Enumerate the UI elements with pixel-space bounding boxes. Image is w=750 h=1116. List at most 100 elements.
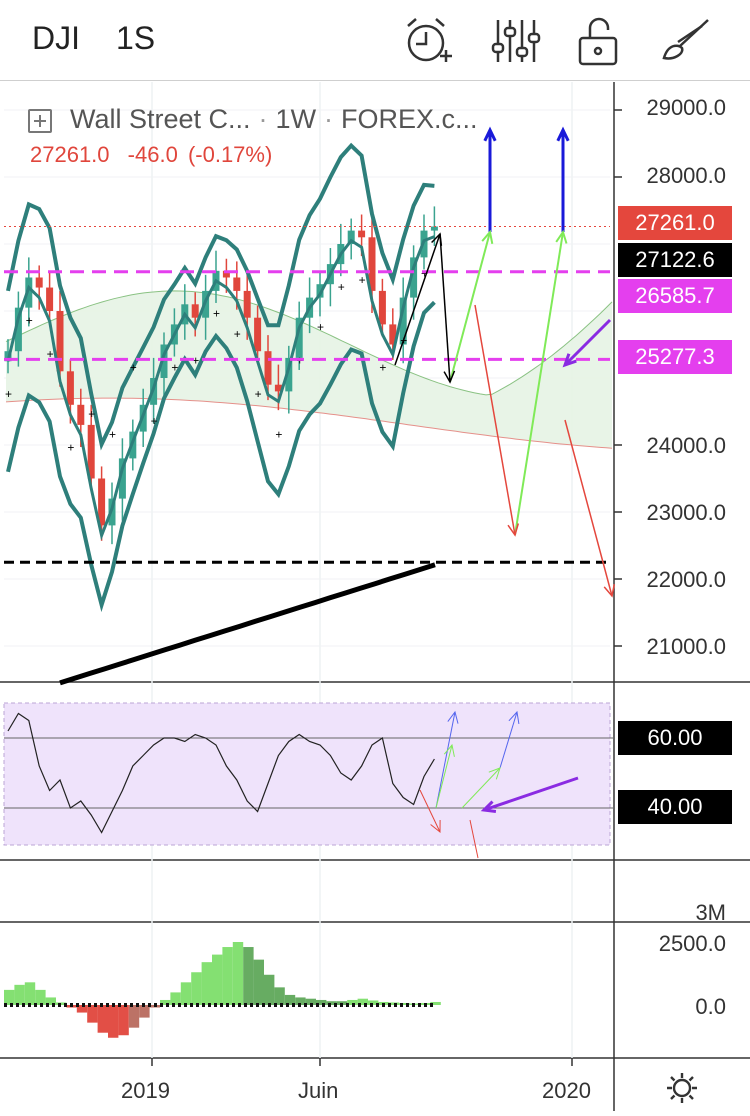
bollinger-lower — [6, 300, 436, 613]
chart-area[interactable]: +++++++++++++++++++++ — [0, 81, 750, 1111]
candle-body — [14, 307, 22, 352]
candle-body — [160, 344, 168, 378]
macd-bar — [45, 997, 56, 1005]
series-legend: Wall Street C... · 1W · FOREX.c... — [28, 104, 478, 135]
indicators-icon[interactable] — [488, 14, 542, 68]
legend-name[interactable]: Wall Street C... — [70, 104, 251, 134]
macd-bar — [368, 1000, 379, 1005]
sar-dot: + — [88, 407, 95, 421]
macd-bar — [399, 1002, 410, 1005]
legend-separator: · — [324, 104, 334, 134]
candle-body — [347, 230, 355, 244]
macd-bar — [128, 1005, 140, 1028]
ichimoku-cloud — [6, 290, 612, 449]
rsi-arrow-blue — [435, 711, 456, 809]
sar-dot: + — [338, 280, 345, 294]
candle-body — [87, 424, 95, 479]
price-label-last: 27261.0 — [618, 206, 732, 240]
legend-timeframe: 1W — [275, 104, 317, 134]
sar-dot: + — [151, 414, 158, 428]
candle-body — [399, 297, 407, 345]
macd-bar — [118, 1005, 129, 1036]
rsi-tick-40: 40.00 — [618, 790, 732, 824]
macd-bar — [243, 947, 254, 1005]
time-tick: 2020 — [542, 1078, 591, 1103]
sar-dot: + — [213, 307, 220, 321]
arrow-green-head — [555, 229, 568, 244]
candle-body — [274, 384, 282, 392]
arrow-black — [439, 233, 451, 383]
candle-body — [233, 277, 241, 291]
arrow-red-head — [603, 584, 616, 598]
rsi-arrow-green — [435, 744, 453, 809]
quote-line: 27261.0 -46.0 (-0.17%) — [30, 142, 272, 168]
rsi-arrow-red-tail — [469, 819, 479, 859]
rsi-arrow-blue — [499, 711, 518, 769]
volume-tick: 3M — [695, 900, 726, 925]
macd-bar — [305, 998, 316, 1005]
macd-bar — [24, 982, 36, 1005]
macd-bar — [97, 1005, 108, 1033]
rsi-tick-60: 60.00 — [618, 721, 732, 755]
arrow-red-head — [507, 523, 520, 537]
macd-bar — [357, 998, 368, 1005]
moving-average — [59, 562, 436, 686]
candle-body — [368, 237, 376, 291]
price-tick: 24000.0 — [646, 433, 726, 458]
arrow-purple-head — [562, 353, 577, 368]
chart-svg[interactable]: +++++++++++++++++++++ — [0, 81, 750, 1111]
macd-bar — [201, 962, 212, 1005]
macd-bar — [212, 954, 223, 1005]
rsi-arrow-red-head — [430, 819, 441, 834]
price-label-level-lower: 25277.3 — [618, 340, 732, 374]
macd-bar — [347, 999, 358, 1005]
macd-bar — [87, 1005, 98, 1023]
arrow-red — [564, 419, 613, 597]
legend-source: FOREX.c... — [341, 104, 478, 134]
price-label-line: 27122.6 — [618, 243, 732, 277]
macd-tick: 0.0 — [695, 994, 726, 1019]
alarm-add-icon[interactable] — [402, 14, 456, 68]
candle-body — [410, 257, 418, 298]
macd-bar — [4, 989, 15, 1005]
arrow-black-head — [431, 232, 443, 246]
macd-bar — [139, 1005, 150, 1018]
price-tick: 22000.0 — [646, 567, 726, 592]
candle-body — [264, 351, 272, 385]
candle-body — [254, 317, 262, 352]
macd-bar — [232, 942, 244, 1005]
rsi-arrow-green-head — [443, 743, 455, 757]
arrow-red — [474, 304, 516, 536]
sar-dot: + — [67, 441, 74, 455]
price-label-level-upper: 26585.7 — [618, 279, 732, 313]
macd-bar — [326, 1001, 337, 1005]
ichimoku-span-b — [5, 397, 613, 449]
rsi-line — [7, 712, 435, 834]
candle-body — [389, 324, 397, 345]
sar-dot: + — [379, 360, 386, 374]
macd-bar — [253, 959, 264, 1005]
candle-body — [191, 304, 199, 318]
brush-icon[interactable] — [656, 14, 710, 68]
unlock-icon[interactable] — [572, 14, 626, 68]
sar-dot: + — [255, 387, 262, 401]
candle-body — [358, 230, 366, 238]
plus-icon[interactable] — [28, 108, 52, 133]
bollinger-upper — [6, 142, 435, 451]
settings-gear-icon[interactable] — [664, 1070, 700, 1106]
candle-body — [243, 290, 251, 318]
macd-tick: 2500.0 — [658, 931, 726, 956]
macd-bar — [191, 972, 202, 1005]
candle-body — [25, 277, 33, 308]
sar-dot: + — [171, 360, 178, 374]
arrow-up-blue-head — [556, 126, 570, 142]
arrow-green — [449, 231, 491, 383]
sar-dot: + — [421, 267, 428, 281]
symbol-button[interactable]: DJI — [32, 20, 80, 56]
candle-body — [378, 290, 386, 325]
candle-body — [98, 478, 106, 526]
interval-button[interactable]: 1S — [116, 20, 156, 56]
macd-bar — [222, 947, 233, 1005]
rsi-band — [3, 702, 611, 846]
macd-bar — [264, 974, 275, 1005]
